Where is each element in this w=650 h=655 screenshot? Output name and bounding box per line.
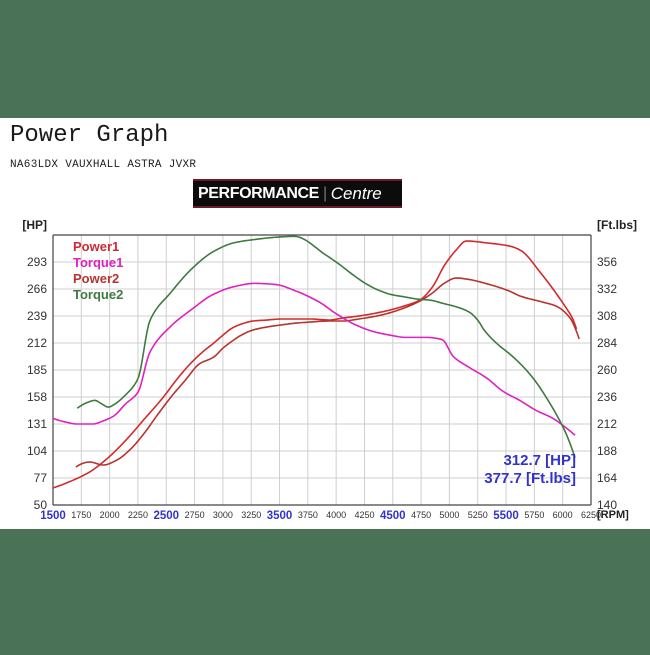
svg-text:284: 284: [597, 336, 617, 350]
svg-text:5000: 5000: [439, 510, 459, 520]
svg-text:158: 158: [27, 390, 47, 404]
svg-text:[HP]: [HP]: [22, 218, 47, 232]
svg-text:293: 293: [27, 255, 47, 269]
svg-text:4250: 4250: [354, 510, 374, 520]
svg-text:212: 212: [27, 336, 47, 350]
svg-text:5500: 5500: [493, 510, 519, 522]
svg-text:[Ft.lbs]: [Ft.lbs]: [597, 218, 637, 232]
svg-text:104: 104: [27, 444, 47, 458]
svg-text:260: 260: [597, 363, 617, 377]
svg-text:Power1: Power1: [73, 239, 119, 254]
svg-text:236: 236: [597, 390, 617, 404]
svg-text:[RPM]: [RPM]: [597, 509, 629, 521]
svg-text:Torque2: Torque2: [73, 287, 123, 302]
svg-text:212: 212: [597, 417, 617, 431]
svg-text:377.7 [Ft.lbs]: 377.7 [Ft.lbs]: [484, 470, 576, 487]
svg-text:266: 266: [27, 282, 47, 296]
svg-text:3750: 3750: [298, 510, 318, 520]
svg-text:308: 308: [597, 309, 617, 323]
svg-text:4500: 4500: [380, 510, 406, 522]
svg-text:6000: 6000: [553, 510, 573, 520]
svg-text:2750: 2750: [185, 510, 205, 520]
svg-text:164: 164: [597, 471, 617, 485]
svg-text:5250: 5250: [468, 510, 488, 520]
svg-text:2250: 2250: [128, 510, 148, 520]
svg-text:Torque1: Torque1: [73, 255, 123, 270]
svg-text:185: 185: [27, 363, 47, 377]
svg-text:2000: 2000: [100, 510, 120, 520]
svg-text:5750: 5750: [524, 510, 544, 520]
svg-text:188: 188: [597, 444, 617, 458]
svg-text:1750: 1750: [71, 510, 91, 520]
svg-text:Power2: Power2: [73, 271, 119, 286]
svg-text:332: 332: [597, 282, 617, 296]
svg-text:4750: 4750: [411, 510, 431, 520]
svg-text:312.7 [HP]: 312.7 [HP]: [503, 452, 576, 469]
svg-text:4000: 4000: [326, 510, 346, 520]
svg-text:3250: 3250: [241, 510, 261, 520]
svg-text:3500: 3500: [267, 510, 293, 522]
svg-text:1500: 1500: [40, 510, 66, 522]
svg-text:3000: 3000: [213, 510, 233, 520]
svg-text:77: 77: [34, 471, 48, 485]
svg-text:356: 356: [597, 255, 617, 269]
svg-text:239: 239: [27, 309, 47, 323]
svg-text:2500: 2500: [153, 510, 179, 522]
svg-text:131: 131: [27, 417, 47, 431]
